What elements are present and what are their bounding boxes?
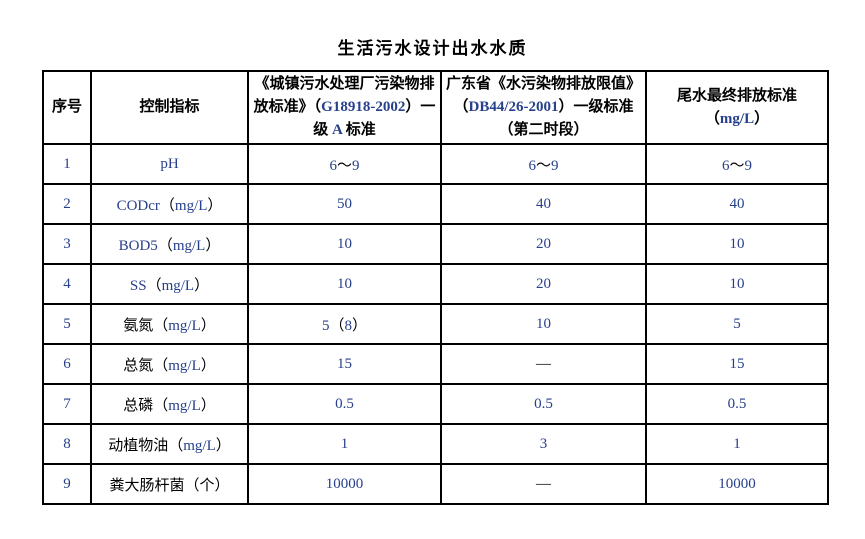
- value-cell: 10: [440, 303, 647, 345]
- value-cell: 10000: [247, 463, 442, 505]
- value-cell: 5（8）: [247, 303, 442, 345]
- col-header-0: 序号: [42, 70, 92, 145]
- value-cell: 20: [440, 223, 647, 265]
- value-cell: 0.5: [247, 383, 442, 425]
- value-cell: 15: [247, 343, 442, 385]
- value-cell: 50: [247, 183, 442, 225]
- row-number-cell: 1: [42, 143, 92, 185]
- table-row: 1 pH 6～9 6～9 6～9: [42, 143, 829, 185]
- table-row: 9 粪大肠杆菌（个） 10000—10000: [42, 463, 829, 505]
- row-number-cell: 3: [42, 223, 92, 265]
- value-cell: 3: [440, 423, 647, 465]
- value-cell: 40: [645, 183, 829, 225]
- value-cell: 5: [645, 303, 829, 345]
- row-number-cell: 9: [42, 463, 92, 505]
- value-cell: 40: [440, 183, 647, 225]
- value-cell: 0.5: [645, 383, 829, 425]
- indicator-cell: 动植物油（mg/L）: [90, 423, 249, 465]
- col-header-4: 尾水最终排放标准 （mg/L）: [645, 70, 829, 145]
- value-cell: 10: [247, 223, 442, 265]
- indicator-cell: 总磷（mg/L）: [90, 383, 249, 425]
- col-header-2: 《城镇污水处理厂污染物排放标准》（G18918-2002）一级 A 标准: [247, 70, 442, 145]
- value-cell: —: [440, 463, 647, 505]
- water-quality-table: 序号 控制指标 《城镇污水处理厂污染物排放标准》（G18918-2002）一级 A …: [42, 70, 829, 505]
- table-row: 6 总氮（mg/L） 15—15: [42, 343, 829, 385]
- value-cell: 10: [645, 223, 829, 265]
- value-cell: 0.5: [440, 383, 647, 425]
- value-cell: —: [440, 343, 647, 385]
- col-header-3: 广东省《水污染物排放限值》（DB44/26-2001）一级标准（第二时段）: [440, 70, 647, 145]
- table-row: 3 BOD5（mg/L） 10 20 10: [42, 223, 829, 265]
- row-number-cell: 6: [42, 343, 92, 385]
- value-cell: 1: [247, 423, 442, 465]
- value-cell: 6～9: [645, 143, 829, 185]
- value-cell: 15: [645, 343, 829, 385]
- value-cell: 10: [645, 263, 829, 305]
- indicator-cell: SS（mg/L）: [90, 263, 249, 305]
- indicator-cell: CODcr（mg/L）: [90, 183, 249, 225]
- value-cell: 6～9: [440, 143, 647, 185]
- table-body: 1 pH 6～9 6～9 6～9 2 CODcr（mg/L） 50 40 40 3 BOD5（mg/L…: [42, 143, 829, 505]
- row-number-cell: 8: [42, 423, 92, 465]
- indicator-cell: 氨氮（mg/L）: [90, 303, 249, 345]
- row-number-cell: 4: [42, 263, 92, 305]
- table-row: 2 CODcr（mg/L） 50 40 40: [42, 183, 829, 225]
- value-cell: 10000: [645, 463, 829, 505]
- table-row: 5 氨氮（mg/L） 5（8） 10 5: [42, 303, 829, 345]
- row-number-cell: 7: [42, 383, 92, 425]
- page-title: 生活污水设计出水水质: [337, 39, 528, 58]
- indicator-cell: pH: [90, 143, 249, 185]
- value-cell: 20: [440, 263, 647, 305]
- value-cell: 10: [247, 263, 442, 305]
- table-row: 7 总磷（mg/L） 0.5 0.5 0.5: [42, 383, 829, 425]
- table-header: 序号 控制指标 《城镇污水处理厂污染物排放标准》（G18918-2002）一级 A …: [42, 70, 829, 145]
- table-row: 8 动植物油（mg/L） 1 3 1: [42, 423, 829, 465]
- indicator-cell: 总氮（mg/L）: [90, 343, 249, 385]
- indicator-cell: BOD5（mg/L）: [90, 223, 249, 265]
- header-row: 序号 控制指标 《城镇污水处理厂污染物排放标准》（G18918-2002）一级 A …: [42, 70, 829, 145]
- value-cell: 1: [645, 423, 829, 465]
- indicator-cell: 粪大肠杆菌（个）: [90, 463, 249, 505]
- value-cell: 6～9: [247, 143, 442, 185]
- row-number-cell: 5: [42, 303, 92, 345]
- col-header-1: 控制指标: [90, 70, 249, 145]
- table-row: 4 SS（mg/L） 10 20 10: [42, 263, 829, 305]
- row-number-cell: 2: [42, 183, 92, 225]
